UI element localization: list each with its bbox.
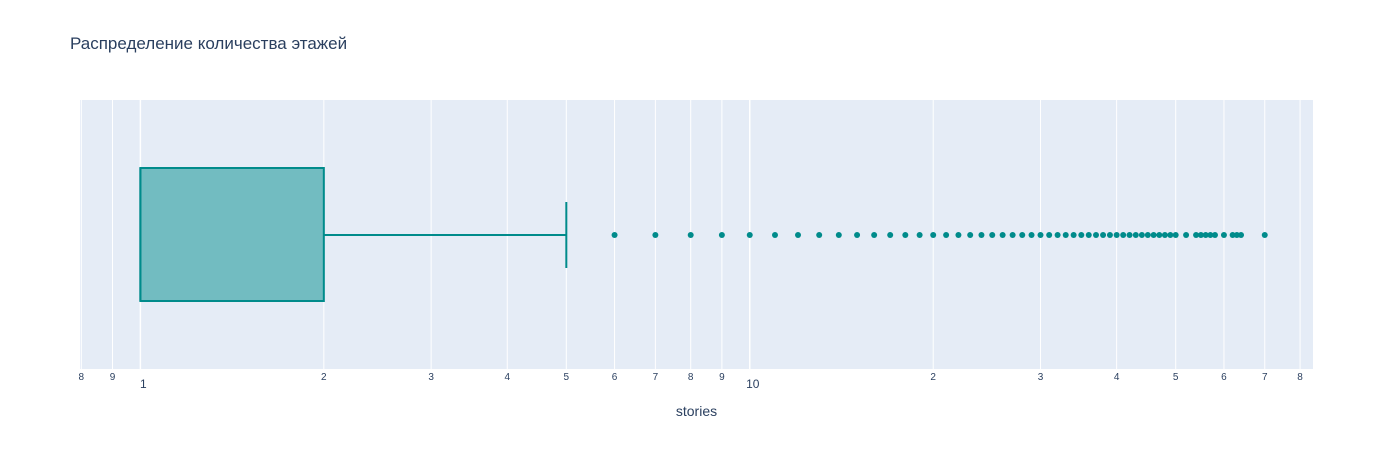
x-major-tick-label: 1 [140,377,147,391]
outlier-point [1161,232,1168,238]
outlier-point [1078,232,1085,238]
outlier-point [1037,232,1044,238]
x-minor-tick-label: 4 [1114,372,1120,383]
outlier-point [1009,232,1016,238]
outlier-point [1028,232,1035,238]
outlier-point [816,232,823,238]
x-major-tick-label: 10 [746,377,760,391]
outlier-point [718,232,725,238]
x-minor-tick-label: 7 [653,372,659,383]
x-minor-tick-label: 3 [428,372,434,383]
outlier-point [746,232,753,238]
x-minor-tick-label: 2 [321,372,327,383]
outlier-point [1085,232,1092,238]
x-minor-tick-label: 5 [1173,372,1179,383]
outlier-point [930,232,937,238]
outlier-point [1019,232,1026,238]
outlier-point [978,232,985,238]
outlier-point [1229,232,1236,238]
x-axis-title: stories [676,403,717,419]
outlier-point [687,232,694,238]
outlier-point [1113,232,1120,238]
x-minor-tick-label: 6 [612,372,618,383]
x-minor-tick-label: 7 [1262,372,1268,383]
outlier-point [1183,232,1190,238]
outlier-point [955,232,962,238]
outlier-point [1046,232,1053,238]
x-minor-tick-label: 9 [719,372,725,383]
outlier-point [1070,232,1077,238]
x-minor-tick-label: 3 [1038,372,1044,383]
outlier-point [1120,232,1127,238]
outlier-point [854,232,861,238]
outlier-point [1220,232,1227,238]
chart-title: Распределение количества этажей [70,34,348,53]
x-minor-tick-label: 4 [504,372,510,383]
outlier-point [1126,232,1133,238]
outlier-point [902,232,909,238]
outlier-point [1197,232,1204,238]
outlier-point [1202,232,1209,238]
outlier-point [943,232,950,238]
outlier-point [1238,232,1245,238]
outlier-point [1062,232,1069,238]
outlier-point [871,232,878,238]
outlier-point [1207,232,1214,238]
box-trace[interactable] [139,167,568,302]
outlier-point [1054,232,1061,238]
outlier-point [1138,232,1145,238]
outlier-point [887,232,894,238]
outlier-point [652,232,659,238]
box-body [139,167,325,302]
outlier-point [1150,232,1157,238]
outlier-points [611,232,1268,238]
outlier-point [1211,232,1218,238]
outlier-point [1261,232,1268,238]
outlier-point [1132,232,1139,238]
x-minor-tick-label: 8 [1297,372,1303,383]
outlier-point [999,232,1006,238]
x-tick-labels: 8 9 2 3 4 5 6 7 8 9 2 3 4 5 6 7 8 1 10 [79,372,1304,391]
outlier-point [1106,232,1113,238]
outlier-point [1093,232,1100,238]
x-minor-tick-label: 8 [79,372,85,383]
outlier-point [989,232,996,238]
x-minor-tick-label: 5 [564,372,570,383]
outlier-point [1193,232,1200,238]
outlier-point [1100,232,1107,238]
outlier-point [1167,232,1174,238]
outlier-point [1156,232,1163,238]
outlier-point [967,232,974,238]
outlier-point [1144,232,1151,238]
outlier-point [771,232,778,238]
outlier-point [1172,232,1179,238]
x-minor-tick-label: 9 [110,372,116,383]
outlier-point [916,232,923,238]
x-minor-tick-label: 8 [688,372,694,383]
outlier-point [611,232,618,238]
x-minor-tick-label: 2 [930,372,936,383]
outlier-point [1233,232,1240,238]
x-minor-tick-label: 6 [1221,372,1227,383]
outlier-point [795,232,802,238]
outlier-point [835,232,842,238]
